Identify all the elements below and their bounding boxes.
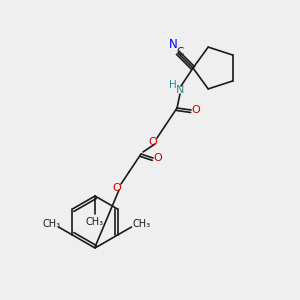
Text: CH₃: CH₃ [42,219,61,229]
Text: O: O [154,153,162,163]
Text: O: O [112,183,122,193]
Text: CH₃: CH₃ [86,217,104,227]
Text: CH₃: CH₃ [133,219,151,229]
Text: C: C [176,47,184,57]
Text: O: O [192,105,200,115]
Text: O: O [148,137,158,147]
Text: H: H [169,80,177,90]
Text: N: N [176,85,184,95]
Text: N: N [169,38,177,52]
